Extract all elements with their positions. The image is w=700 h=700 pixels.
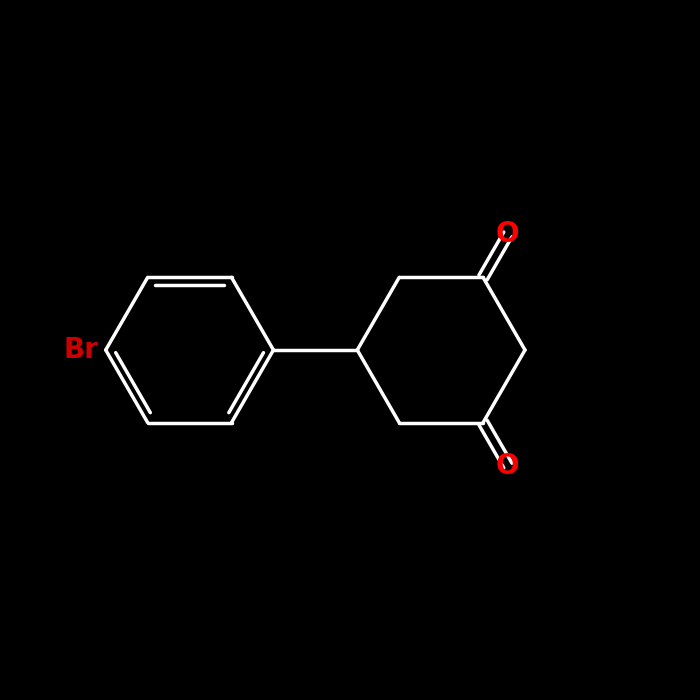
Text: O: O: [496, 452, 519, 480]
Text: O: O: [496, 220, 519, 248]
Text: Br: Br: [64, 336, 99, 364]
